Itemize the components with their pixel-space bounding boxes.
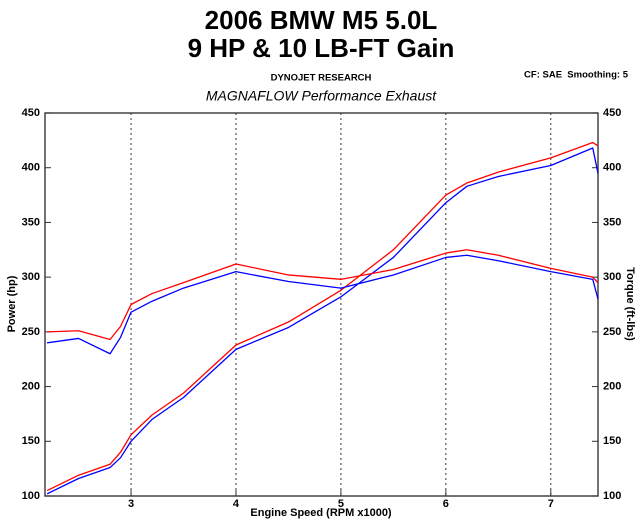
y2-tick-label: 450 — [603, 107, 621, 119]
x-tick-label: 7 — [548, 498, 554, 510]
y2-tick-label: 100 — [603, 490, 621, 502]
x-tick-label: 3 — [128, 498, 134, 510]
x-axis-label: Engine Speed (RPM x1000) — [250, 507, 392, 519]
y2-tick-label: 300 — [603, 271, 621, 283]
y-tick-label: 150 — [22, 435, 40, 447]
y-axis-label: Power (hp) — [6, 275, 18, 332]
line — [46, 147, 599, 495]
x-tick-label: 6 — [443, 498, 449, 510]
y-tick-label: 300 — [22, 271, 40, 283]
annotation: CF: SAE Smoothing: 5 — [524, 70, 629, 81]
x-tick-label: 4 — [233, 498, 240, 510]
annotation: DYNOJET RESEARCH — [271, 73, 372, 84]
line — [47, 254, 599, 355]
y2-tick-label: 400 — [603, 162, 621, 174]
annotation: MAGNAFLOW Performance Exhaust — [206, 88, 437, 104]
y2-axis-label: Torque (ft-lbs) — [624, 267, 636, 341]
y2-tick-label: 200 — [603, 380, 621, 392]
y-tick-label: 350 — [22, 216, 40, 228]
chart-title: 2006 BMW M5 5.0L — [205, 5, 438, 35]
y2-tick-label: 350 — [603, 216, 621, 228]
line — [46, 141, 599, 492]
x-tick-label: 5 — [338, 498, 344, 510]
y2-tick-label: 150 — [603, 435, 621, 447]
y-tick-label: 450 — [22, 107, 40, 119]
y-tick-label: 400 — [22, 162, 40, 174]
y-tick-label: 200 — [22, 380, 40, 392]
line — [47, 249, 599, 341]
chart-subtitle: 9 HP & 10 LB-FT Gain — [188, 33, 455, 63]
plot-frame — [44, 112, 599, 497]
y-tick-label: 250 — [22, 326, 40, 338]
y-tick-label: 100 — [22, 490, 40, 502]
y2-tick-label: 250 — [603, 326, 621, 338]
